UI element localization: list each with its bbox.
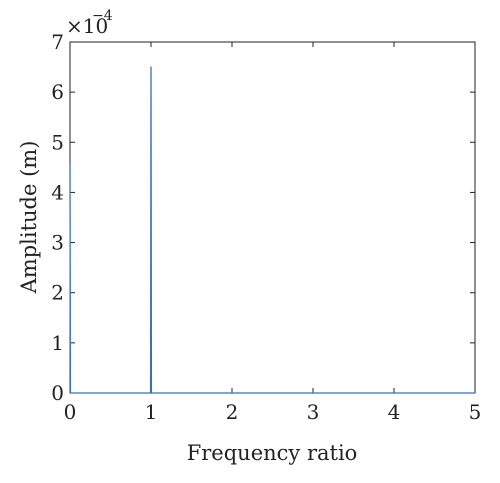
y-axis-label: Amplitude (m) [17,141,41,295]
x-axis-ticks: 0 1 2 3 4 5 [64,42,482,424]
plot-frame [69,41,476,394]
x-tick-label: 2 [226,400,239,424]
x-tick-label: 4 [388,400,401,424]
y-tick-label: 1 [51,331,64,355]
y-tick-label: 5 [51,130,64,154]
y-tick-label: 6 [51,80,64,104]
y-multiplier-base: ×10 [66,14,108,38]
series-layer [69,66,475,394]
x-tick-label: 5 [469,400,482,424]
y-tick-label: 4 [51,180,64,204]
y-tick-label: 3 [51,231,64,255]
y-tick-label: 2 [51,281,64,305]
x-axis-label: Frequency ratio [187,441,358,465]
x-tick-label: 3 [307,400,320,424]
series-line-0 [69,66,475,394]
x-tick-label: 0 [64,400,77,424]
y-tick-label: 7 [51,30,64,54]
y-tick-label: 0 [51,381,64,405]
x-tick-label: 1 [145,400,158,424]
y-axis-ticks: 0 1 2 3 4 5 6 7 [51,30,475,405]
y-multiplier-exponent: −4 [92,8,113,24]
